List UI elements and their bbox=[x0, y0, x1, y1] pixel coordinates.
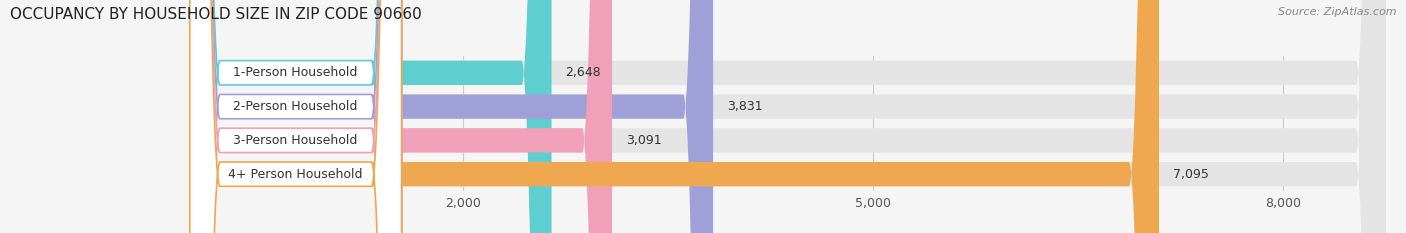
FancyBboxPatch shape bbox=[190, 0, 402, 233]
FancyBboxPatch shape bbox=[190, 0, 402, 233]
FancyBboxPatch shape bbox=[190, 0, 1386, 233]
FancyBboxPatch shape bbox=[190, 0, 551, 233]
Text: OCCUPANCY BY HOUSEHOLD SIZE IN ZIP CODE 90660: OCCUPANCY BY HOUSEHOLD SIZE IN ZIP CODE … bbox=[10, 7, 422, 22]
FancyBboxPatch shape bbox=[190, 0, 1386, 233]
Text: 2-Person Household: 2-Person Household bbox=[233, 100, 359, 113]
FancyBboxPatch shape bbox=[190, 0, 1386, 233]
Text: 1-Person Household: 1-Person Household bbox=[233, 66, 359, 79]
Text: 3-Person Household: 3-Person Household bbox=[233, 134, 359, 147]
FancyBboxPatch shape bbox=[190, 0, 402, 233]
Text: 4+ Person Household: 4+ Person Household bbox=[228, 168, 363, 181]
FancyBboxPatch shape bbox=[190, 0, 612, 233]
Text: 7,095: 7,095 bbox=[1173, 168, 1209, 181]
Text: Source: ZipAtlas.com: Source: ZipAtlas.com bbox=[1278, 7, 1396, 17]
Text: 2,648: 2,648 bbox=[565, 66, 600, 79]
FancyBboxPatch shape bbox=[190, 0, 1386, 233]
FancyBboxPatch shape bbox=[190, 0, 1159, 233]
Text: 3,091: 3,091 bbox=[626, 134, 661, 147]
FancyBboxPatch shape bbox=[190, 0, 713, 233]
FancyBboxPatch shape bbox=[190, 0, 402, 233]
Text: 3,831: 3,831 bbox=[727, 100, 762, 113]
